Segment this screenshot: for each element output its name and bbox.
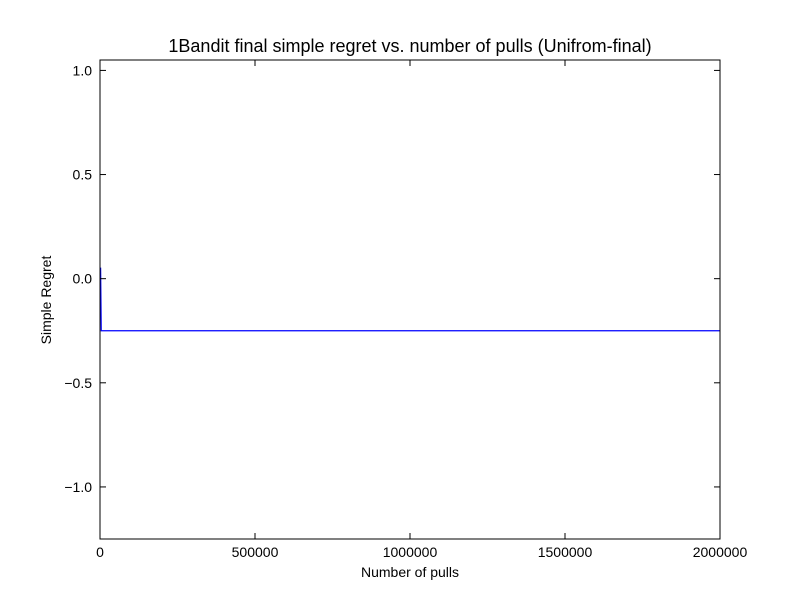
x-tick-label: 500000 xyxy=(232,544,279,560)
y-tick-label: −0.5 xyxy=(64,375,92,391)
plot-background xyxy=(100,60,720,539)
y-tick-label: 0.0 xyxy=(73,271,93,287)
x-tick-label: 2000000 xyxy=(693,544,748,560)
x-tick-label: 0 xyxy=(96,544,104,560)
y-tick-label: 0.5 xyxy=(73,167,93,183)
x-axis-label: Number of pulls xyxy=(361,564,459,580)
x-tick-label: 1500000 xyxy=(538,544,593,560)
y-tick-label: −1.0 xyxy=(64,479,92,495)
x-tick-label: 1000000 xyxy=(383,544,438,560)
chart-title: 1Bandit final simple regret vs. number o… xyxy=(168,36,651,56)
tick-layer: 0 500000 1000000 1500000 2000000 −1.0 −0.5 0.0 0… xyxy=(64,60,747,560)
y-tick-label: 1.0 xyxy=(73,62,93,78)
y-axis-label: Simple Regret xyxy=(38,256,54,345)
plot-area: 0 500000 1000000 1500000 2000000 −1.0 −0.5 0.0 0… xyxy=(64,59,747,560)
